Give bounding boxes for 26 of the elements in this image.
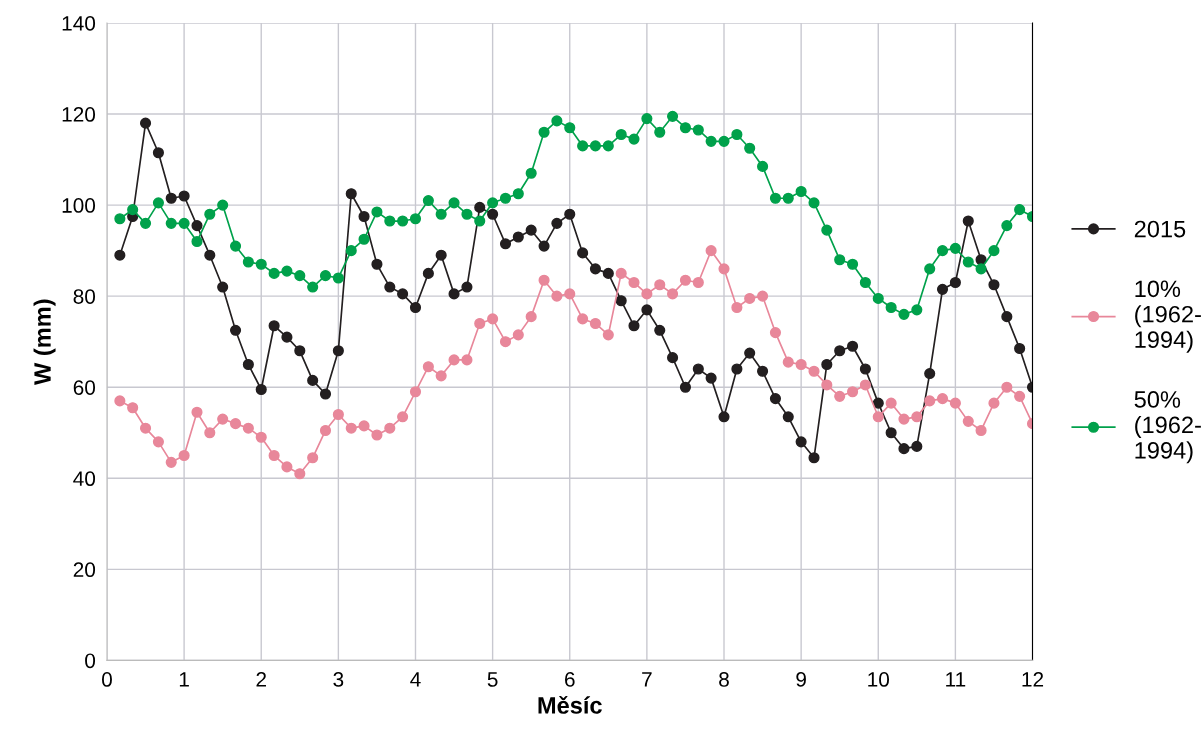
x-tick-label: 0 <box>102 672 112 687</box>
y-tick-label: 60 <box>73 380 96 395</box>
legend-label: 50% (1962- 1994) <box>1134 391 1201 464</box>
x-tick-label: 1 <box>179 672 189 687</box>
x-tick-label: 6 <box>565 672 575 687</box>
legend-label: 2015 <box>1134 220 1186 238</box>
y-tick-label: 100 <box>62 198 96 213</box>
x-tick-label: 7 <box>642 672 652 687</box>
x-tick-label: 12 <box>1022 672 1044 687</box>
y-tick-label: 120 <box>62 107 96 122</box>
x-tick-label: 9 <box>796 672 806 687</box>
y-tick-label: 40 <box>73 471 96 487</box>
legend-label: 10% (1962- 1994) <box>1135 280 1201 353</box>
x-tick-label: 3 <box>333 672 344 687</box>
y-axis-title: W (mm) <box>33 299 56 385</box>
x-tick-label: 5 <box>487 672 498 687</box>
x-axis-title: Měsíc <box>538 695 602 714</box>
y-tick-label: 140 <box>62 16 96 31</box>
x-tick-label: 2 <box>256 672 266 687</box>
y-tick-label: 20 <box>73 562 96 578</box>
x-tick-label: 10 <box>868 672 890 687</box>
y-tick-label: 0 <box>85 653 96 669</box>
x-tick-label: 4 <box>410 672 421 687</box>
y-tick-label: 80 <box>73 289 96 304</box>
x-tick-label: 11 <box>946 672 966 687</box>
x-tick-label: 8 <box>719 672 729 687</box>
